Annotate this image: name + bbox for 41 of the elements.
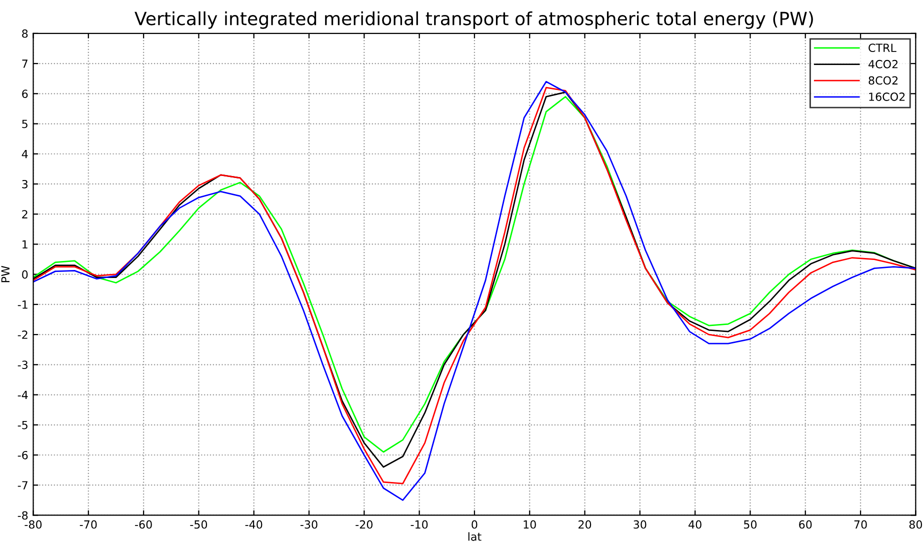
- x-tick-label: 70: [854, 520, 867, 529]
- x-tick-label: -30: [300, 520, 318, 529]
- y-tick-label: -3: [18, 360, 28, 370]
- legend-label: 8CO2: [868, 76, 898, 85]
- x-tick-label: 30: [634, 520, 646, 529]
- y-tick-label: 6: [22, 90, 28, 98]
- y-tick-label: 7: [22, 60, 28, 68]
- y-tick-label: -6: [18, 450, 28, 460]
- y-tick-label: 1: [22, 240, 28, 248]
- y-tick-label: -5: [18, 421, 28, 430]
- legend-label: 16CO2: [869, 92, 905, 101]
- y-tick-label: -7: [18, 481, 28, 490]
- y-tick-label: 2: [22, 210, 28, 218]
- x-axis-title: lat: [468, 532, 482, 541]
- x-tick-label: 40: [688, 520, 702, 529]
- chart-title: Vertically integrated meridional transport of atmospheric total energy (PW): [134, 11, 813, 29]
- x-tick-label: -80: [24, 520, 42, 529]
- y-tick-label: 4: [22, 150, 28, 158]
- y-tick-label: 8: [22, 29, 28, 38]
- x-tick-label: -60: [135, 520, 152, 529]
- y-tick-label: -2: [18, 330, 28, 339]
- y-tick-label: 0: [22, 270, 28, 279]
- x-tick-label: -40: [245, 520, 262, 529]
- x-tick-label: -70: [80, 520, 97, 529]
- y-tick-label: -4: [18, 390, 28, 399]
- x-tick-label: 80: [909, 520, 922, 529]
- x-tick-label: -50: [190, 520, 208, 529]
- x-tick-label: -10: [410, 520, 428, 529]
- x-tick-label: 60: [799, 520, 812, 529]
- y-tick-label: 3: [22, 180, 28, 188]
- legend-label: 4CO2: [868, 60, 898, 68]
- x-tick-label: 50: [744, 520, 757, 529]
- x-tick-label: 20: [578, 520, 592, 529]
- y-tick-label: -1: [18, 300, 28, 309]
- legend-label: CTRL: [868, 44, 896, 52]
- x-tick-label: 0: [472, 520, 478, 529]
- y-axis-title: PW: [1, 266, 10, 282]
- y-tick-label: -8: [18, 511, 28, 520]
- x-tick-label: -20: [356, 520, 373, 529]
- y-tick-label: 5: [22, 120, 28, 128]
- x-tick-label: 10: [524, 520, 536, 529]
